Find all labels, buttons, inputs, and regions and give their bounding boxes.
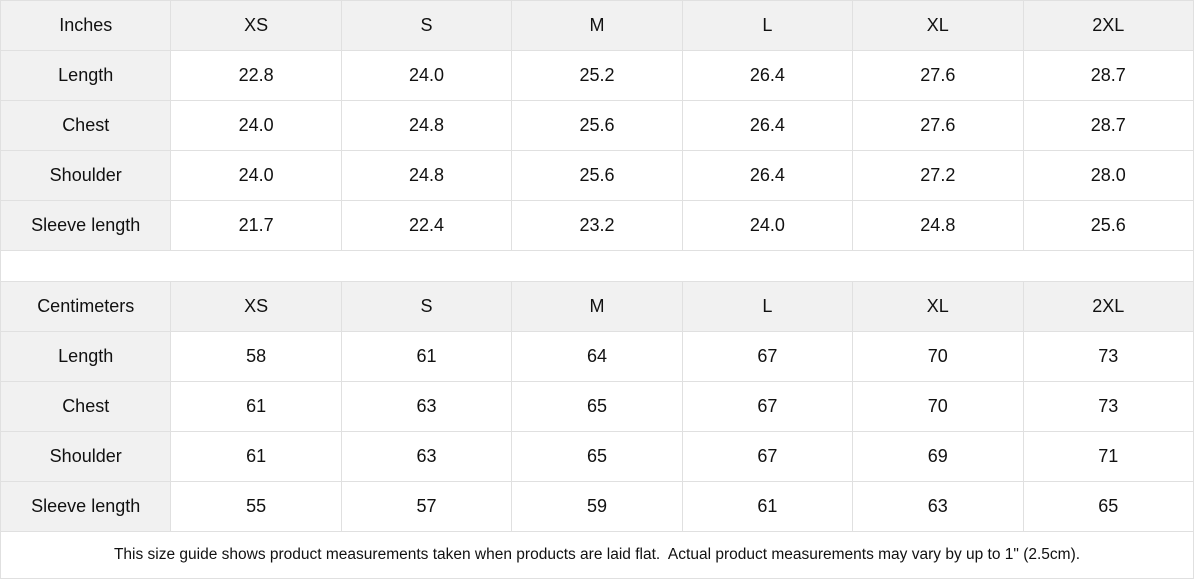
inches-sleeve-length-l: 24.0 xyxy=(681,200,854,251)
centimeters-row-label-length: Length xyxy=(0,331,172,382)
inches-shoulder-xl: 27.2 xyxy=(852,150,1024,201)
inches-size-header-2xl: 2XL xyxy=(1022,0,1195,51)
inches-chest-m: 25.6 xyxy=(511,100,683,151)
inches-chest-l: 26.4 xyxy=(681,100,854,151)
inches-length-s: 24.0 xyxy=(340,50,513,101)
inches-shoulder-s: 24.8 xyxy=(340,150,513,201)
centimeters-length-s: 61 xyxy=(340,331,513,382)
inches-unit-label: Inches xyxy=(0,0,172,51)
centimeters-chest-xs: 61 xyxy=(170,381,342,432)
centimeters-size-header-2xl: 2XL xyxy=(1022,281,1195,332)
inches-sleeve-length-xs: 21.7 xyxy=(170,200,342,251)
inches-size-header-xs: XS xyxy=(170,0,342,51)
centimeters-chest-s: 63 xyxy=(340,381,513,432)
inches-row-label-chest: Chest xyxy=(0,100,172,151)
centimeters-length-xl: 70 xyxy=(852,331,1024,382)
centimeters-shoulder-m: 65 xyxy=(511,431,683,482)
inches-sleeve-length-xl: 24.8 xyxy=(852,200,1024,251)
centimeters-sleeve-length-xl: 63 xyxy=(852,481,1024,532)
centimeters-sleeve-length-2xl: 65 xyxy=(1022,481,1195,532)
centimeters-sleeve-length-m: 59 xyxy=(511,481,683,532)
centimeters-size-header-xl: XL xyxy=(852,281,1024,332)
centimeters-length-2xl: 73 xyxy=(1022,331,1195,382)
centimeters-table-header: Centimeters XS S M L XL 2XL xyxy=(0,281,1195,332)
inches-chest-2xl: 28.7 xyxy=(1022,100,1195,151)
inches-row-label-shoulder: Shoulder xyxy=(0,150,172,201)
centimeters-size-header-xs: XS xyxy=(170,281,342,332)
inches-header-row: Inches XS S M L XL 2XL xyxy=(0,0,1195,51)
inches-row-chest: Chest 24.0 24.8 25.6 26.4 27.6 28.7 xyxy=(0,100,1195,151)
centimeters-shoulder-xl: 69 xyxy=(852,431,1024,482)
inches-sleeve-length-2xl: 25.6 xyxy=(1022,200,1195,251)
table-spacer xyxy=(0,251,1194,281)
centimeters-chest-m: 65 xyxy=(511,381,683,432)
centimeters-row-chest: Chest 61 63 65 67 70 73 xyxy=(0,381,1195,432)
centimeters-shoulder-2xl: 71 xyxy=(1022,431,1195,482)
inches-shoulder-xs: 24.0 xyxy=(170,150,342,201)
inches-size-header-s: S xyxy=(340,0,513,51)
inches-length-xl: 27.6 xyxy=(852,50,1024,101)
centimeters-chest-xl: 70 xyxy=(852,381,1024,432)
inches-size-header-l: L xyxy=(681,0,854,51)
inches-row-shoulder: Shoulder 24.0 24.8 25.6 26.4 27.2 28.0 xyxy=(0,150,1195,201)
inches-shoulder-m: 25.6 xyxy=(511,150,683,201)
inches-chest-s: 24.8 xyxy=(340,100,513,151)
inches-shoulder-2xl: 28.0 xyxy=(1022,150,1195,201)
inches-row-sleeve-length: Sleeve length 21.7 22.4 23.2 24.0 24.8 25.6 xyxy=(0,200,1195,251)
centimeters-row-length: Length 58 61 64 67 70 73 xyxy=(0,331,1195,382)
centimeters-length-m: 64 xyxy=(511,331,683,382)
inches-size-header-xl: XL xyxy=(852,0,1024,51)
centimeters-size-header-l: L xyxy=(681,281,854,332)
centimeters-sleeve-length-s: 57 xyxy=(340,481,513,532)
inches-sleeve-length-s: 22.4 xyxy=(340,200,513,251)
inches-row-label-length: Length xyxy=(0,50,172,101)
centimeters-shoulder-xs: 61 xyxy=(170,431,342,482)
centimeters-chest-2xl: 73 xyxy=(1022,381,1195,432)
centimeters-length-xs: 58 xyxy=(170,331,342,382)
centimeters-size-table: Centimeters XS S M L XL 2XL Length 58 61 64 67 70 73… xyxy=(0,281,1195,532)
centimeters-row-label-shoulder: Shoulder xyxy=(0,431,172,482)
centimeters-size-header-m: M xyxy=(511,281,683,332)
size-guide-note-bar: This size guide shows product measuremen… xyxy=(0,532,1194,579)
centimeters-shoulder-s: 63 xyxy=(340,431,513,482)
inches-row-length: Length 22.8 24.0 25.2 26.4 27.6 28.7 xyxy=(0,50,1195,101)
inches-length-l: 26.4 xyxy=(681,50,854,101)
size-guide-note-text: This size guide shows product measuremen… xyxy=(113,546,1081,563)
inches-chest-xs: 24.0 xyxy=(170,100,342,151)
inches-chest-xl: 27.6 xyxy=(852,100,1024,151)
inches-length-2xl: 28.7 xyxy=(1022,50,1195,101)
centimeters-chest-l: 67 xyxy=(681,381,854,432)
centimeters-sleeve-length-xs: 55 xyxy=(170,481,342,532)
centimeters-row-label-sleeve-length: Sleeve length xyxy=(0,481,172,532)
inches-shoulder-l: 26.4 xyxy=(681,150,854,201)
centimeters-row-shoulder: Shoulder 61 63 65 67 69 71 xyxy=(0,431,1195,482)
centimeters-size-header-s: S xyxy=(340,281,513,332)
inches-row-label-sleeve-length: Sleeve length xyxy=(0,200,172,251)
inches-size-table: Inches XS S M L XL 2XL Length 22.8 24.0 25.2 26.4 2… xyxy=(0,0,1195,251)
inches-table-body: Length 22.8 24.0 25.2 26.4 27.6 28.7 Chest 24.0 2… xyxy=(0,50,1195,251)
centimeters-unit-label: Centimeters xyxy=(0,281,172,332)
centimeters-header-row: Centimeters XS S M L XL 2XL xyxy=(0,281,1195,332)
centimeters-sleeve-length-l: 61 xyxy=(681,481,854,532)
centimeters-length-l: 67 xyxy=(681,331,854,382)
centimeters-row-label-chest: Chest xyxy=(0,381,172,432)
centimeters-row-sleeve-length: Sleeve length 55 57 59 61 63 65 xyxy=(0,481,1195,532)
inches-length-m: 25.2 xyxy=(511,50,683,101)
inches-sleeve-length-m: 23.2 xyxy=(511,200,683,251)
inches-table-header: Inches XS S M L XL 2XL xyxy=(0,0,1195,51)
inches-length-xs: 22.8 xyxy=(170,50,342,101)
centimeters-table-body: Length 58 61 64 67 70 73 Chest 61 63 65 67 70 73 Shoul… xyxy=(0,331,1195,532)
centimeters-shoulder-l: 67 xyxy=(681,431,854,482)
inches-size-header-m: M xyxy=(511,0,683,51)
